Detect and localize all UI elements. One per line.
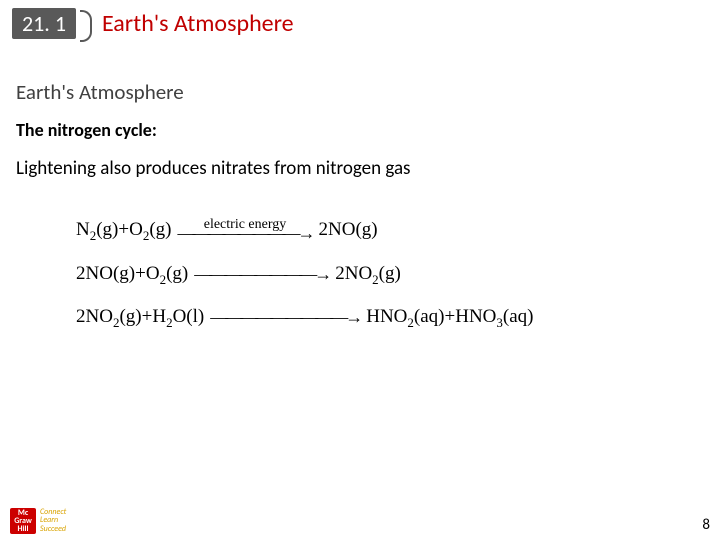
equation-3: 2NO2(g) + H2O(l) —————————→ HNO2(aq) + H… bbox=[76, 295, 704, 339]
eq3-a-state: (g) bbox=[119, 306, 141, 327]
eq3-b-post: O bbox=[173, 306, 187, 327]
section-number-badge: 21. 1 bbox=[12, 8, 76, 39]
eq3-product-a: HNO2(aq) bbox=[366, 295, 444, 339]
eq3-reactant-a: 2NO2(g) bbox=[76, 295, 142, 339]
eq2-arrow: ————————→ bbox=[194, 265, 329, 283]
eq1-reactant-a: N2(g) bbox=[76, 208, 118, 252]
slide-title: Earth's Atmosphere bbox=[102, 9, 294, 38]
tag3: Succeed bbox=[40, 525, 66, 534]
eq2-a: 2NO bbox=[76, 263, 113, 284]
eq1-n: N bbox=[76, 219, 90, 240]
eq1-n-state: (g) bbox=[96, 219, 118, 240]
eq2-prod: 2NO bbox=[335, 263, 372, 284]
equation-1: N2(g) + O2(g) electric energy ————————→ … bbox=[76, 208, 704, 252]
eq2-a-state: (g) bbox=[113, 263, 135, 284]
equation-2: 2NO(g) + O2(g) ————————→ 2NO2(g) bbox=[76, 252, 704, 296]
eq3-plus: + bbox=[142, 295, 153, 339]
bracket-decor bbox=[84, 10, 98, 38]
eq3-reactant-b: H2O(l) bbox=[152, 295, 204, 339]
slide-header: 21. 1 Earth's Atmosphere bbox=[0, 0, 720, 43]
eq3-b-state: (l) bbox=[186, 306, 204, 327]
eq1-o-state: (g) bbox=[149, 219, 171, 240]
content-body: Lightening also produces nitrates from n… bbox=[16, 157, 704, 180]
content-subheading: The nitrogen cycle: bbox=[16, 119, 704, 141]
logo-box-icon: Mc Graw Hill bbox=[10, 508, 36, 534]
arrow-icon: ————————→ bbox=[194, 265, 329, 283]
eq2-reactant-b: O2(g) bbox=[146, 252, 188, 296]
logo-l3: Hill bbox=[18, 525, 29, 533]
eq2-prod-state: (g) bbox=[379, 263, 401, 284]
arrow-icon: —————————→ bbox=[210, 308, 360, 326]
slide-content: Earth's Atmosphere The nitrogen cycle: L… bbox=[0, 43, 720, 339]
eq1-o: O bbox=[129, 219, 143, 240]
eq3-pb: HNO bbox=[455, 306, 496, 327]
page-number: 8 bbox=[702, 516, 710, 534]
eq2-b-state: (g) bbox=[166, 263, 188, 284]
slide-footer: Mc Graw Hill Connect Learn Succeed 8 bbox=[10, 508, 710, 534]
eq3-pb-state: (aq) bbox=[503, 306, 534, 327]
publisher-logo: Mc Graw Hill Connect Learn Succeed bbox=[10, 508, 66, 534]
eq2-reactant-a: 2NO(g) bbox=[76, 252, 135, 296]
eq1-prod: 2NO bbox=[319, 219, 356, 240]
content-subtitle: Earth's Atmosphere bbox=[16, 79, 704, 105]
equations-block: N2(g) + O2(g) electric energy ————————→ … bbox=[16, 208, 704, 339]
eq3-b: H bbox=[152, 306, 166, 327]
eq1-arrow: electric energy ————————→ bbox=[178, 218, 313, 242]
eq3-product-b: HNO3(aq) bbox=[455, 295, 533, 339]
eq1-plus: + bbox=[118, 208, 129, 252]
eq3-plus2: + bbox=[445, 295, 456, 339]
arrow-icon: ————————→ bbox=[178, 224, 313, 242]
eq3-arrow: —————————→ bbox=[210, 308, 360, 326]
eq2-product: 2NO2(g) bbox=[335, 252, 401, 296]
eq2-b: O bbox=[146, 263, 160, 284]
eq3-pa-state: (aq) bbox=[414, 306, 445, 327]
logo-tagline: Connect Learn Succeed bbox=[40, 508, 66, 534]
eq2-plus: + bbox=[135, 252, 146, 296]
eq3-pa: HNO bbox=[366, 306, 407, 327]
eq1-reactant-b: O2(g) bbox=[129, 208, 171, 252]
eq3-a: 2NO bbox=[76, 306, 113, 327]
eq1-prod-state: (g) bbox=[355, 219, 377, 240]
eq1-product: 2NO(g) bbox=[319, 208, 378, 252]
